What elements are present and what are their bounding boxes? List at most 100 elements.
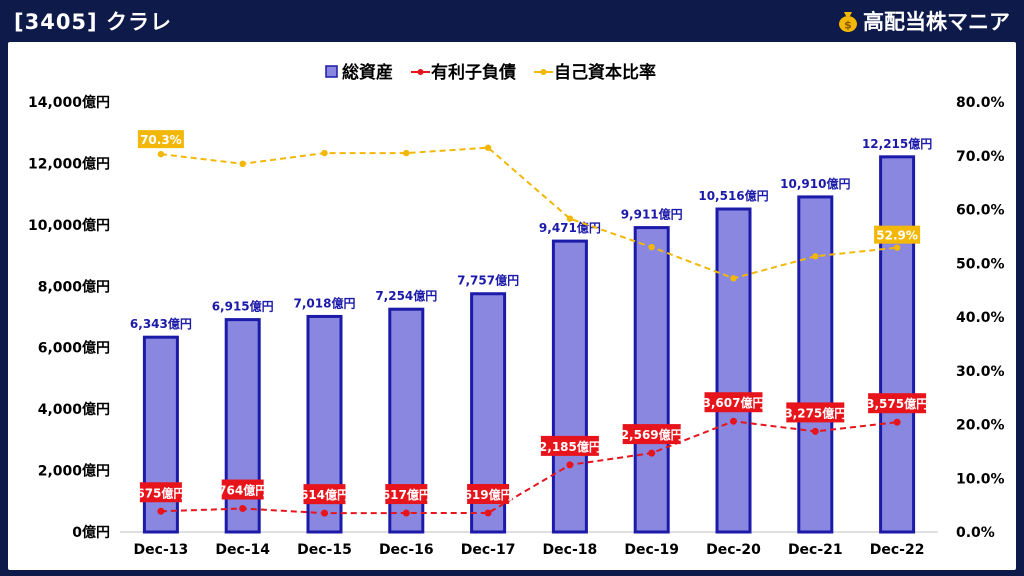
debt-label-bg [540,435,599,456]
left-axis: 0億円 2,000億円 4,000億円 6,000億円 8,000億円 10,000億円 1… [28,94,110,541]
debt-point [566,461,574,469]
asset-bars [142,155,916,534]
y-right-tick-label: 70.0% [956,149,1005,165]
y-right-tick-label: 50.0% [956,256,1005,272]
debt-point [239,505,247,513]
asset-bar-label: 9,471億円 [539,220,601,235]
chart-legend: 総資産 有利子負債 自己資本比率 [325,62,656,83]
asset-bar [797,195,834,534]
debt-label-bg [704,392,763,413]
debt-label-bg [868,393,927,414]
y-left-tick-label: 0億円 [72,524,110,541]
debt-label-text: 619億円 [464,487,513,502]
debt-series: 675億円 764億円 614億円 617億円 619億円 2,185億円 2,569億円 3… [136,392,928,517]
debt-label: 675億円 [136,482,185,503]
equity-ratio-label-bg [874,225,921,244]
legend-item-2: 自己資本比率 [534,62,656,83]
debt-label: 3,275億円 [784,402,846,423]
equity-ratio-point [157,150,165,158]
equity-ratio-point [239,160,246,168]
y-right-tick-label: 60.0% [956,203,1005,219]
equity-ratio-point [321,149,328,157]
debt-point [321,509,328,517]
x-tick-label: Dec-22 [870,542,925,558]
header-bar: [3405] クラレ $ 高配当株マニア [0,0,1024,40]
equity-ratio-line [160,146,898,280]
asset-bar-label: 9,911億円 [621,207,683,222]
asset-bar [879,155,916,534]
equity-ratio-point [812,253,819,260]
y-right-tick-label: 20.0% [956,418,1005,434]
asset-bar-label: 7,254億円 [375,288,437,303]
debt-label-text: 2,185億円 [539,439,601,454]
x-tick-label: Dec-16 [379,542,434,558]
debt-label-text: 614億円 [300,487,349,502]
debt-label: 3,575億円 [866,393,928,414]
legend-label: 自己資本比率 [554,62,656,83]
debt-label: 3,607億円 [703,392,765,413]
equity-ratio-label-text: 70.3% [140,133,182,147]
equity-ratio-point [730,275,737,282]
equity-ratio-label: 52.9% [874,225,921,244]
y-left-tick-label: 4,000億円 [38,401,110,418]
x-tick-label: Dec-19 [624,542,679,558]
equity-ratio-label-bg [137,130,184,149]
y-right-tick-label: 40.0% [956,310,1005,326]
svg-text:$: $ [844,19,852,32]
x-tick-label: Dec-17 [461,542,516,558]
debt-label-bg [303,484,346,505]
y-left-tick-label: 6,000億円 [38,340,110,357]
debt-point [484,509,492,517]
debt-label-bg [385,484,428,505]
x-tick-label: Dec-14 [215,542,270,558]
x-axis: Dec-13 Dec-14 Dec-15 Dec-16 Dec-17 Dec-18 Dec-… [120,531,938,558]
asset-bar-label: 6,343億円 [130,316,192,331]
asset-bar [551,239,588,534]
debt-label-bg [786,402,845,423]
debt-label-text: 3,607億円 [703,395,765,410]
equity-ratio-point [484,144,492,151]
debt-label-text: 3,575億円 [866,396,928,411]
chart-panel: 総資産 有利子負債 自己資本比率 0億円 2,000億円 4,000億円 6,000億円 8… [8,42,1016,570]
y-right-tick-label: 10.0% [956,471,1005,487]
brand-logo: $ 高配当株マニア [837,6,1010,36]
legend-item-0: 総資産 [325,62,393,83]
page-title: [3405] クラレ [14,10,172,34]
debt-label-bg [221,479,264,500]
asset-bar-label: 12,215億円 [862,136,932,151]
x-tick-label: Dec-15 [297,542,352,558]
asset-bar-labels: 6,343億円 6,915億円 7,018億円 7,254億円 7,757億円 9,471… [130,136,932,331]
debt-label-bg [467,483,510,504]
x-tick-label: Dec-13 [134,542,189,558]
y-right-tick-label: 0.0% [956,525,995,541]
asset-bar-label: 10,910億円 [780,176,850,191]
legend-swatch-marker [540,69,547,75]
asset-bar [633,226,670,534]
y-right-tick-label: 80.0% [956,95,1005,111]
debt-label-text: 2,569億円 [621,427,683,442]
y-left-tick-label: 10,000億円 [28,217,110,234]
debt-label: 619億円 [464,483,513,504]
debt-point [730,417,737,425]
x-tick-label: Dec-18 [543,542,598,558]
asset-bar [715,207,752,534]
debt-point [811,427,819,435]
equity-ratio-point [648,243,655,251]
asset-bar [224,318,261,534]
money-bag-icon: $ [837,9,859,33]
legend-swatch [325,65,338,78]
debt-point [402,509,410,517]
equity-ratio-series: 70.3% 52.9% [137,130,921,282]
debt-point [648,449,656,457]
debt-label-bg [139,482,182,503]
right-axis: 0.0% 10.0% 20.0% 30.0% 40.0% 50.0% 60.0% 70.0% 8… [956,95,1005,541]
asset-bar-label: 7,757億円 [457,273,519,288]
x-tick-label: Dec-20 [706,542,761,558]
asset-bar-label: 7,018億円 [294,295,356,310]
legend-item-1: 有利子負債 [411,62,516,83]
y-left-tick-label: 14,000億円 [28,94,110,111]
y-right-tick-label: 30.0% [956,364,1005,380]
x-tick-label: Dec-21 [788,542,843,558]
asset-bar-label: 10,516億円 [698,188,768,203]
debt-label: 2,185億円 [539,435,601,456]
